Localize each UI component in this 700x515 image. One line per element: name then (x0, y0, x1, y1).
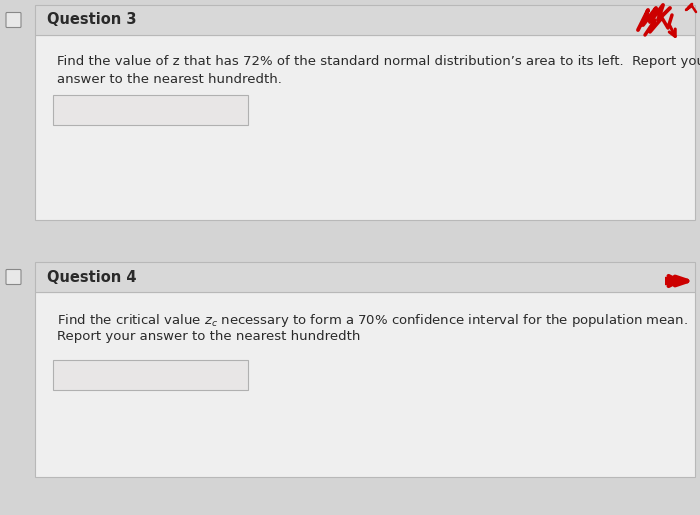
FancyBboxPatch shape (35, 262, 695, 292)
Text: Question 3: Question 3 (47, 12, 136, 27)
Text: answer to the nearest hundredth.: answer to the nearest hundredth. (57, 73, 282, 86)
Text: Report your answer to the nearest hundredth: Report your answer to the nearest hundre… (57, 330, 360, 343)
FancyBboxPatch shape (53, 95, 248, 125)
FancyBboxPatch shape (35, 292, 695, 477)
Text: Question 4: Question 4 (47, 269, 136, 284)
FancyBboxPatch shape (53, 360, 248, 390)
FancyBboxPatch shape (35, 35, 695, 220)
FancyBboxPatch shape (6, 269, 21, 284)
Text: Find the value of z that has 72% of the standard normal distribution’s area to i: Find the value of z that has 72% of the … (57, 55, 700, 68)
FancyBboxPatch shape (35, 5, 695, 35)
Text: Find the critical value $z_c$ necessary to form a 70% confidence interval for th: Find the critical value $z_c$ necessary … (57, 312, 688, 329)
FancyBboxPatch shape (6, 12, 21, 27)
